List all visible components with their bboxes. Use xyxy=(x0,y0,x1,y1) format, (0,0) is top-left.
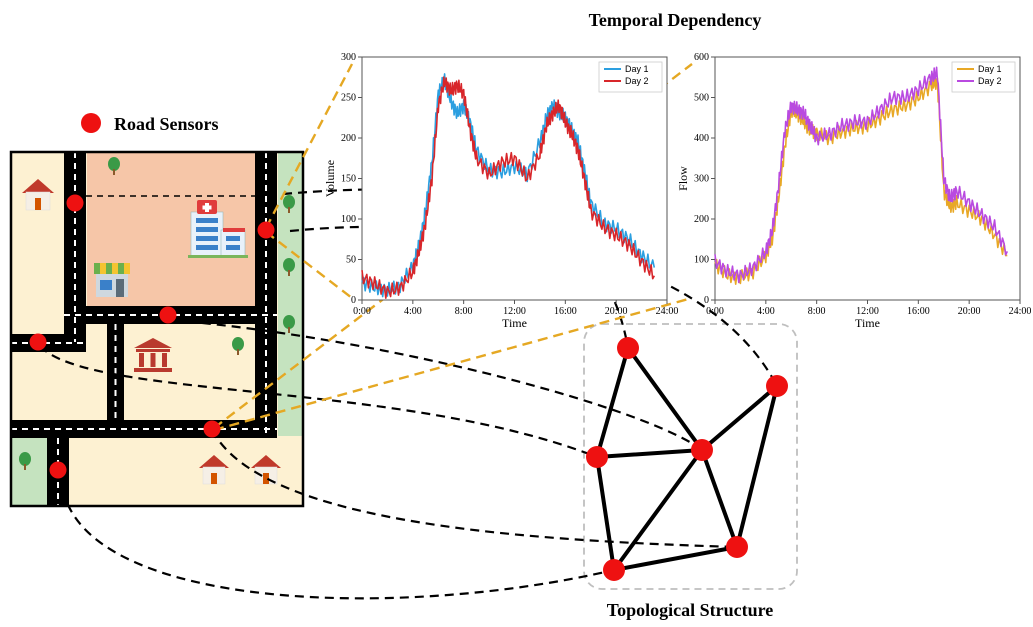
sensor-marker xyxy=(66,194,84,212)
x-tick-label: 16:00 xyxy=(554,306,577,317)
legend-road-sensors-label: Road Sensors xyxy=(114,114,219,134)
hospital-icon xyxy=(188,200,248,258)
y-tick-label: 0 xyxy=(704,295,709,306)
city-map-border xyxy=(9,150,305,508)
park-corner-bottom-left xyxy=(12,436,48,505)
x-axis-label: Time xyxy=(855,316,880,330)
y-tick-label: 150 xyxy=(341,174,356,185)
road-sensors xyxy=(29,194,275,479)
house-icon xyxy=(199,455,229,485)
y-tick-label: 200 xyxy=(341,133,356,144)
house-icon xyxy=(22,179,54,211)
graph-node xyxy=(726,536,748,558)
y-tick-label: 300 xyxy=(341,52,356,63)
road-vertical-right xyxy=(255,152,277,437)
x-tick-label: 12:00 xyxy=(856,306,879,317)
legend-box xyxy=(598,61,663,93)
flow-chart: 0 100 200 300 400 500 600 0:00 4:00 8:00 12:00 16:0… xyxy=(676,52,1031,330)
graph-node xyxy=(617,337,639,359)
bank-icon xyxy=(134,338,172,372)
y-tick-label: 200 xyxy=(694,214,709,225)
x-tick-label: 16:00 xyxy=(907,306,930,317)
x-tick-label: 0:00 xyxy=(706,306,724,317)
shop-icon xyxy=(94,263,130,297)
tree-icon xyxy=(283,315,295,333)
sensor-marker xyxy=(29,333,47,351)
series-line xyxy=(361,76,656,300)
sensor-marker xyxy=(49,461,67,479)
road-vertical-center xyxy=(107,306,124,421)
x-tick-label: 12:00 xyxy=(503,306,526,317)
x-tick-label: 4:00 xyxy=(757,306,775,317)
topology-frame xyxy=(583,323,798,590)
tree-icon xyxy=(19,452,31,470)
tree-icon xyxy=(283,195,295,213)
city-map xyxy=(9,150,305,508)
x-tick-label: 20:00 xyxy=(605,306,628,317)
legend-label: Day 1 xyxy=(978,64,1002,74)
legend-label: Day 2 xyxy=(625,76,649,86)
y-tick-label: 500 xyxy=(694,93,709,104)
graph-node xyxy=(766,375,788,397)
road-lane-markings xyxy=(11,152,277,506)
y-tick-label: 100 xyxy=(694,255,709,266)
y-tick-label: 600 xyxy=(694,52,709,63)
y-axis-label: Flow xyxy=(676,166,690,191)
x-tick-label: 0:00 xyxy=(353,306,371,317)
temporal-dependency-title: Temporal Dependency xyxy=(589,10,762,30)
volume-chart: 0 50 100 150 200 250 300 0:00 4:00 8:00 12:00 16:00… xyxy=(323,52,678,330)
sensor-marker xyxy=(257,221,275,239)
tree-icon xyxy=(108,157,120,175)
x-tick-label: 8:00 xyxy=(455,306,473,317)
x-tick-label: 24:00 xyxy=(1009,306,1032,317)
y-tick-label: 400 xyxy=(694,133,709,144)
tree-icon xyxy=(232,337,244,355)
y-tick-label: 300 xyxy=(694,174,709,185)
x-axis-label: Time xyxy=(502,316,527,330)
x-tick-label: 8:00 xyxy=(808,306,826,317)
series-line xyxy=(714,66,1009,284)
graph-node xyxy=(586,446,608,468)
graph-node xyxy=(603,559,625,581)
topology-nodes xyxy=(586,337,788,581)
topological-structure-title: Topological Structure xyxy=(607,600,774,620)
tree-icon xyxy=(283,258,295,276)
sensor-marker xyxy=(159,306,177,324)
y-tick-label: 100 xyxy=(341,214,356,225)
topology-edges xyxy=(595,346,779,572)
legend-sensor-marker xyxy=(81,113,101,133)
sensor-marker xyxy=(203,420,221,438)
x-tick-label: 20:00 xyxy=(958,306,981,317)
graph-node xyxy=(691,439,713,461)
legend-box xyxy=(951,61,1016,93)
legend-label: Day 2 xyxy=(978,76,1002,86)
x-tick-label: 4:00 xyxy=(404,306,422,317)
y-tick-label: 250 xyxy=(341,93,356,104)
plot-area xyxy=(361,56,668,301)
x-tick-label: 24:00 xyxy=(656,306,679,317)
y-tick-label: 50 xyxy=(346,255,356,266)
legend-label: Day 1 xyxy=(625,64,649,74)
y-tick-label: 0 xyxy=(351,295,356,306)
y-axis-label: Volume xyxy=(323,160,337,197)
